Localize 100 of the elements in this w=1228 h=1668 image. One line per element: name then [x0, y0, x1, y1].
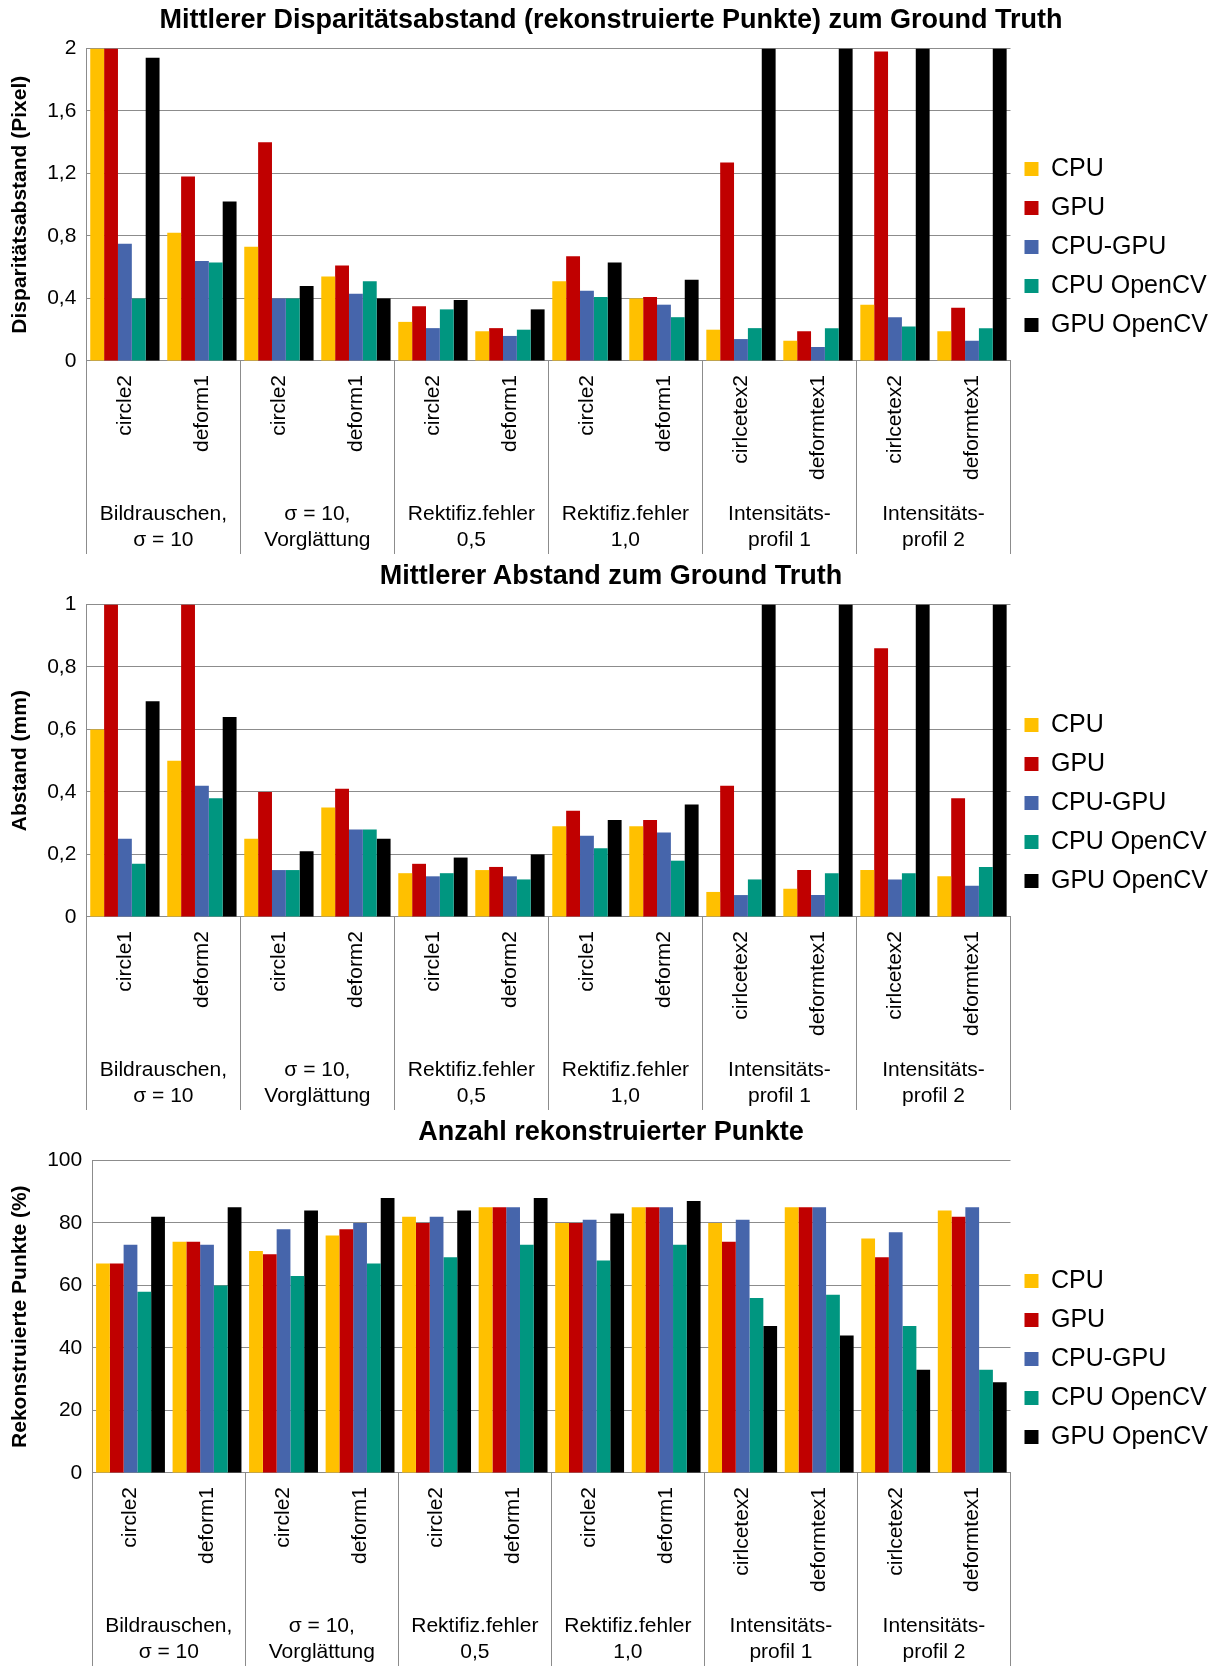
y-tick-label: 0,4 — [47, 778, 77, 802]
x-tick-label: cirlcetex2 — [727, 930, 751, 1020]
bar — [763, 1326, 778, 1473]
x-tick-label: cirlcetex2 — [882, 1486, 906, 1576]
bar — [362, 829, 377, 917]
bar — [348, 829, 363, 917]
y-tick-label: 20 — [58, 1397, 83, 1421]
bar — [503, 335, 517, 361]
bar — [720, 162, 735, 361]
bar — [629, 826, 644, 917]
bar — [610, 1213, 625, 1473]
bar — [965, 1207, 980, 1473]
bar — [566, 256, 581, 361]
bar — [951, 1216, 966, 1473]
bar — [596, 1260, 611, 1473]
y-axis-title: Rekonstruierte Punkte (%) — [7, 1185, 31, 1448]
bar — [222, 201, 237, 361]
bar — [258, 142, 272, 361]
bar — [503, 876, 517, 917]
x-tick-label: deform1 — [188, 374, 212, 452]
text: Intensitäts- profil 2 — [882, 1613, 986, 1662]
bar — [321, 276, 336, 361]
bar — [747, 879, 762, 917]
bar — [826, 1294, 840, 1473]
bar — [734, 339, 748, 361]
text: Intensitäts- profil 1 — [729, 1613, 833, 1662]
bar — [262, 1254, 277, 1473]
bar — [860, 304, 875, 361]
bar — [593, 296, 608, 361]
legend-label: CPU — [1050, 152, 1104, 181]
bar — [276, 1229, 291, 1473]
x-tick-label: deform1 — [499, 1486, 523, 1564]
bar — [96, 1263, 110, 1473]
y-tick-label: 0 — [64, 903, 77, 927]
bar — [607, 262, 622, 361]
bar — [325, 1235, 340, 1473]
bar — [453, 300, 468, 361]
legend-label: CPU-GPU — [1050, 230, 1167, 259]
bar — [478, 1207, 493, 1473]
bar — [645, 1207, 660, 1473]
x-tick-label: deform1 — [652, 1486, 676, 1564]
bar — [797, 870, 812, 917]
bar — [412, 863, 426, 917]
legend-label: CPU — [1050, 1264, 1104, 1293]
bar — [194, 785, 209, 917]
text: Intensitäts- profil 2 — [882, 501, 985, 550]
bar — [901, 326, 916, 361]
bar — [380, 1197, 395, 1473]
bar — [902, 1326, 917, 1473]
bar — [457, 1210, 472, 1473]
bar — [104, 604, 118, 917]
bar — [443, 1257, 458, 1473]
x-tick-label: cirlcetex2 — [727, 374, 751, 464]
bar — [784, 1207, 799, 1473]
bar — [684, 279, 699, 361]
bar — [376, 298, 391, 361]
bar — [706, 891, 721, 917]
bar — [657, 832, 671, 917]
bar — [978, 866, 993, 917]
x-tick-label: deformtex1 — [959, 1486, 983, 1593]
bar — [629, 298, 644, 361]
bar — [643, 820, 658, 917]
bar — [412, 306, 426, 361]
bar — [117, 838, 132, 917]
bar — [475, 331, 490, 361]
y-tick-label: 2 — [64, 35, 77, 59]
bar — [824, 873, 839, 917]
bar — [439, 873, 454, 917]
legend-label: GPU OpenCV — [1050, 1420, 1209, 1449]
bar — [657, 304, 671, 361]
bar — [362, 281, 377, 361]
bar — [533, 1197, 548, 1473]
legend-label: GPU OpenCV — [1050, 864, 1209, 893]
y-tick-label: 60 — [58, 1272, 83, 1296]
text: Bildrauschen, σ = 10 — [99, 1057, 228, 1106]
text: Bildrauschen, σ = 10 — [99, 501, 228, 550]
bar — [137, 1291, 152, 1473]
x-tick-label: circle2 — [419, 374, 443, 436]
bar — [489, 328, 504, 361]
bar — [304, 1210, 318, 1473]
x-tick-label: cirlcetex2 — [729, 1486, 753, 1576]
bar — [339, 1229, 354, 1473]
bar — [580, 835, 594, 917]
bar — [151, 1216, 165, 1473]
x-tick-label: circle2 — [265, 374, 289, 436]
y-tick-label: 40 — [58, 1334, 83, 1358]
legend-label: CPU OpenCV — [1050, 825, 1207, 854]
x-tick-label: deform2 — [650, 930, 674, 1008]
bar — [213, 1285, 228, 1473]
bar — [951, 798, 966, 917]
bar — [684, 804, 699, 917]
y-tick-label: 100 — [47, 1147, 83, 1171]
x-tick-label: deformtex1 — [804, 374, 828, 481]
bar — [271, 298, 286, 361]
bar — [722, 1241, 736, 1473]
legend-label: CPU OpenCV — [1050, 1381, 1207, 1410]
text: Rektifiz.fehler 1,0 — [564, 1613, 692, 1662]
bar — [839, 1335, 854, 1473]
x-tick-label: deformtex1 — [958, 374, 982, 481]
bar — [335, 788, 349, 917]
